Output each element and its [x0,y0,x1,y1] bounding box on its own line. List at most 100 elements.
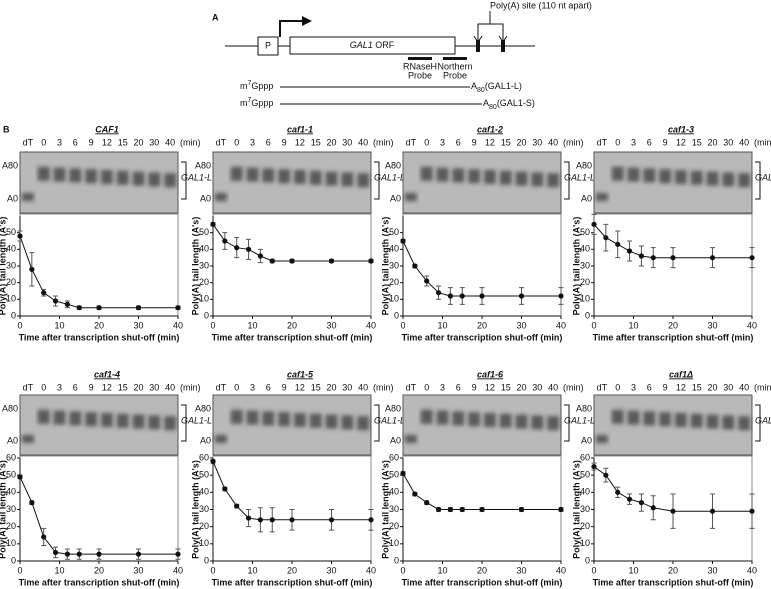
probe-bar [443,57,467,60]
gel-band [674,170,687,184]
lane-label: 0 [424,382,429,392]
chart: caf1-5 dT 0 3 6 9 12 15 20 30 40 (min) A80 A0 GAL1-L 0 1… [190,369,405,587]
y-tick-label: 0 [204,555,209,565]
gel-band [116,413,129,428]
x-tick-label: 30 [326,565,336,575]
x-tick-label: 30 [516,565,526,575]
gel-band [468,412,481,427]
gel-marker: A80 [195,403,211,413]
lane-label: dT [23,137,34,147]
y-tick-label: 50 [389,227,399,237]
data-point [76,305,82,311]
data-point [400,238,406,244]
lane-label: dT [597,137,608,147]
chart-title: caf1-5 [287,369,314,379]
x-tick-label: 40 [747,565,757,575]
lane-label: 3 [440,382,445,392]
data-point [670,255,676,261]
data-point [558,506,564,513]
x-tick-label: 20 [94,565,104,575]
gel-marker: A0 [200,193,211,203]
y-tick-label: 20 [580,521,590,531]
y-axis-label: Poly(A) tail length (A's) [571,460,581,559]
lane-label: 9 [472,382,477,392]
gel-band [690,170,703,185]
gel-band [643,411,656,426]
lane-label: 0 [615,137,620,147]
chart: caf1-4 dT 0 3 6 9 12 15 20 30 40 (min) A80 A0 GAL1-L 0 1… [0,369,212,587]
x-tick-label: 0 [210,565,215,575]
gel-band [738,173,751,188]
gel-band [69,168,82,183]
tail-name: (GAL1-S) [497,98,535,108]
gel-band [262,168,275,183]
lane-label: 6 [266,137,271,147]
lane-label: 12 [485,137,495,147]
lane-label: 40 [165,137,175,147]
x-tick-label: 10 [437,565,447,575]
gel-band [706,414,719,429]
gel-band [722,172,735,187]
data-point [749,508,755,514]
x-axis-label: Time after transcription shut-off (min) [402,577,563,587]
gel-band [37,409,50,424]
y-tick-label: 50 [580,470,590,480]
lane-label: 30 [723,382,733,392]
chart: caf1-3 dT 0 3 6 9 12 15 20 30 40 (min) A80 A0 GAL1-L 0 1… [571,124,771,342]
lane-label: 12 [295,382,305,392]
data-point [412,491,418,497]
data-point [289,517,295,523]
data-point [459,506,465,513]
lane-label: 20 [326,382,336,392]
orf-label: GAL1 ORF [350,40,395,50]
gel-band [37,166,50,181]
gel-band [643,168,656,183]
y-tick-label: 30 [199,504,209,514]
gel-band [420,409,433,424]
gel-band [21,193,34,201]
gel-band [659,412,672,427]
data-point [626,496,633,502]
gel-marker: A80 [385,403,401,413]
y-tick-label: 20 [199,277,209,287]
lane-label: 3 [57,382,62,392]
x-tick-label: 30 [133,565,143,575]
gel-band [309,413,322,428]
lane-label: 30 [532,137,542,147]
gel-bracket [755,161,761,200]
gel-marker: A0 [390,435,401,445]
promoter-box [257,36,279,56]
tail-name: (GAL1-L) [485,81,522,91]
lane-label: 40 [358,382,368,392]
data-point [96,551,102,557]
gel-marker: A0 [581,193,592,203]
gel-band [309,170,322,185]
gel-band [452,168,465,183]
lane-label: 15 [118,137,128,147]
data-line [19,235,178,309]
gel-bracket [755,404,761,442]
lane-label: 9 [89,137,94,147]
lane-label: dT [216,382,227,392]
gel-band [53,167,66,182]
polya-site [476,40,480,52]
gel-band [738,416,751,431]
cap-m: m [240,81,248,91]
gel-marker: A80 [2,403,18,413]
gel-marker: A80 [385,160,401,170]
gel-marker: A0 [581,435,592,445]
data-point [269,258,275,264]
lane-label: 6 [73,382,78,392]
x-tick-label: 0 [210,320,215,330]
gel-band [132,171,145,186]
x-tick-label: 0 [400,565,405,575]
gel-band [85,169,98,184]
lane-label: 15 [118,382,128,392]
gel-band [404,435,417,443]
lane-label: 15 [501,137,511,147]
data-point [435,506,442,513]
lane-label: 0 [234,382,239,392]
data-point [518,293,525,299]
y-axis-label: Poly(A) tail length (A's) [380,460,390,559]
y-tick-label: 40 [580,487,590,497]
